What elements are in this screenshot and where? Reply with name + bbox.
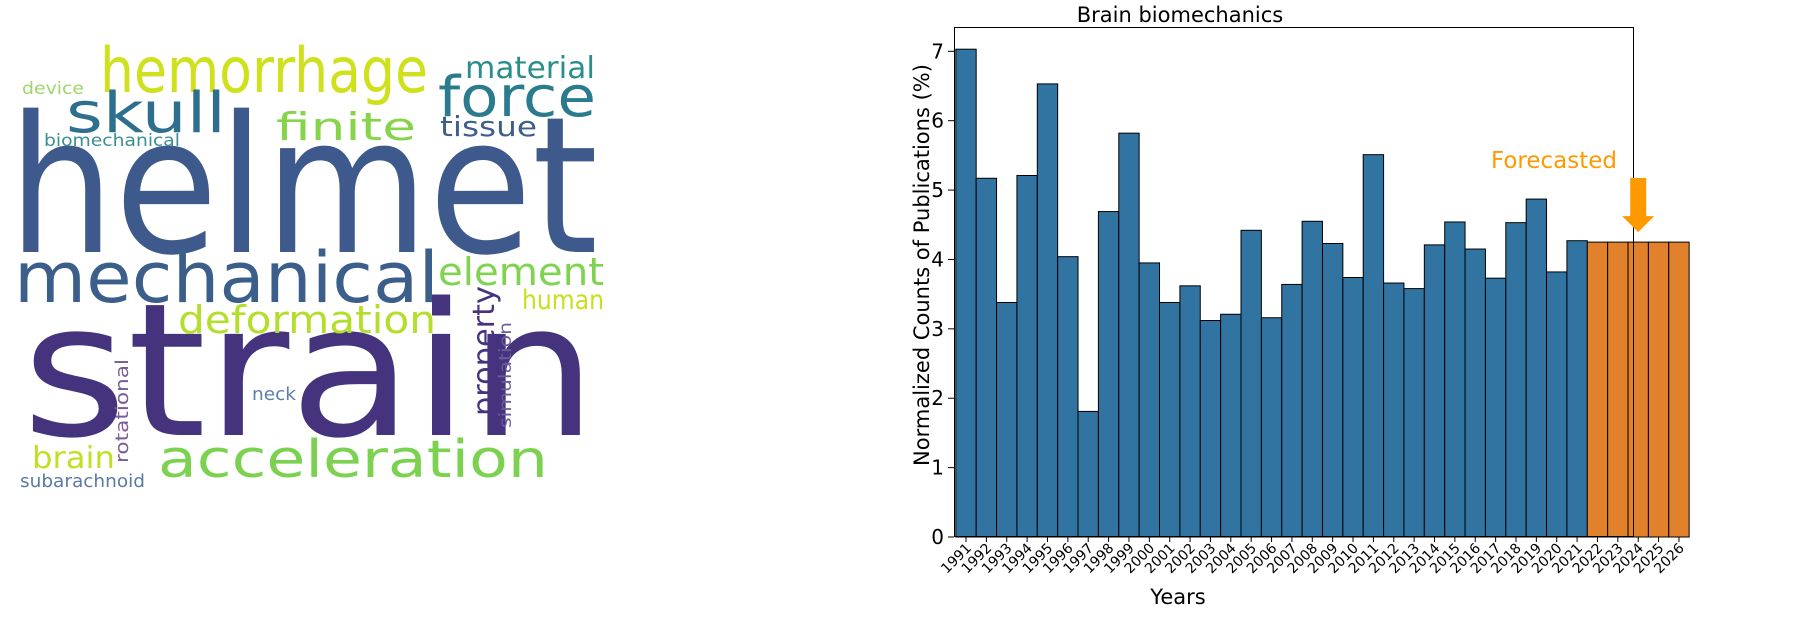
bar-2010 xyxy=(1342,276,1364,538)
bar-2011 xyxy=(1362,154,1385,538)
bar-1992 xyxy=(975,177,998,538)
bar-2012 xyxy=(1383,282,1405,538)
bar-2018 xyxy=(1505,222,1527,538)
word-force: force xyxy=(438,65,596,130)
plot-frame xyxy=(954,27,1634,537)
bar-2014 xyxy=(1423,244,1446,538)
x-axis-label: Years xyxy=(1149,585,1205,609)
bar-chart: Brain biomechanics Normalized Counts of … xyxy=(910,3,1690,609)
word-hemorrhage: hemorrhage xyxy=(100,34,428,107)
bar-1996 xyxy=(1057,256,1079,538)
bar-2020 xyxy=(1546,271,1568,538)
bar-1998 xyxy=(1097,211,1120,538)
y-tick-label: 1 xyxy=(931,456,944,480)
bar-2019 xyxy=(1525,198,1548,538)
forecast-arrow-icon xyxy=(1622,178,1655,233)
bar-2006 xyxy=(1260,317,1283,538)
y-tick-label: 0 xyxy=(931,525,944,549)
y-tick-label: 3 xyxy=(931,317,944,341)
bar-2003 xyxy=(1199,320,1222,538)
y-tick-label: 6 xyxy=(931,109,944,133)
x-ticks-group: 1991199219931994199519961997199819992000… xyxy=(938,537,1688,577)
y-tick-label: 7 xyxy=(931,39,944,63)
bar-2025 xyxy=(1647,241,1670,538)
bar-2002 xyxy=(1179,285,1201,538)
word-biomechanical: biomechanical xyxy=(44,131,180,151)
bar-1997 xyxy=(1077,410,1099,538)
bar-2005 xyxy=(1240,229,1262,538)
forecast-label: Forecasted xyxy=(1491,148,1617,174)
word-material: material xyxy=(465,51,595,86)
bar-2017 xyxy=(1484,277,1507,538)
bar-2000 xyxy=(1138,262,1161,538)
y-tick-label: 5 xyxy=(931,178,944,202)
bar-2026 xyxy=(1668,241,1690,538)
y-ticks-group: 0 1 2 3 4 5 6 7 xyxy=(931,39,954,549)
bar-2004 xyxy=(1220,313,1242,538)
word-simulation: simulation xyxy=(496,322,516,428)
bar-1999 xyxy=(1118,132,1140,538)
word-tissue: tissue xyxy=(440,110,537,143)
bar-2015 xyxy=(1444,221,1466,538)
word-strain: strain xyxy=(22,263,597,479)
word-element: element xyxy=(438,250,604,294)
y-axis-label: Normalized Counts of Publications (%) xyxy=(910,64,934,466)
word-mechanical: mechanical xyxy=(14,237,439,319)
bar-2009 xyxy=(1321,242,1344,538)
bar-1991 xyxy=(955,48,977,538)
bar-2023 xyxy=(1607,241,1629,538)
bar-1995 xyxy=(1036,83,1059,538)
bar-2022 xyxy=(1586,241,1609,538)
word-neck: neck xyxy=(252,384,297,405)
word-property: property xyxy=(467,286,502,416)
bar-2007 xyxy=(1281,283,1303,538)
word-deformation: deformation xyxy=(178,298,436,342)
word-cloud: helmet strain mechanical hemorrhage skul… xyxy=(8,34,604,492)
y-tick-label: 4 xyxy=(931,247,944,271)
word-acceleration: acceleration xyxy=(158,430,548,490)
bar-2021 xyxy=(1566,240,1588,538)
word-brain: brain xyxy=(32,441,115,476)
chart-title: Brain biomechanics xyxy=(1077,3,1283,27)
bar-2013 xyxy=(1403,288,1425,538)
word-finite: finite xyxy=(276,105,416,149)
bar-2008 xyxy=(1301,220,1323,538)
word-helmet: helmet xyxy=(8,76,598,297)
y-tick-label: 2 xyxy=(931,386,944,410)
bar-1993 xyxy=(996,301,1018,538)
word-subarachnoid: subarachnoid xyxy=(20,471,145,492)
word-rotational: rotational xyxy=(112,359,133,463)
bar-2001 xyxy=(1159,301,1181,538)
word-human: human xyxy=(522,285,604,316)
word-skull: skull xyxy=(66,81,226,146)
forecast-annotation: Forecasted xyxy=(1491,148,1655,233)
bar-2016 xyxy=(1464,248,1486,538)
word-device: device xyxy=(22,79,84,99)
bar-1994 xyxy=(1016,174,1038,538)
bars-group xyxy=(955,48,1690,538)
bar-2024 xyxy=(1627,241,1649,538)
